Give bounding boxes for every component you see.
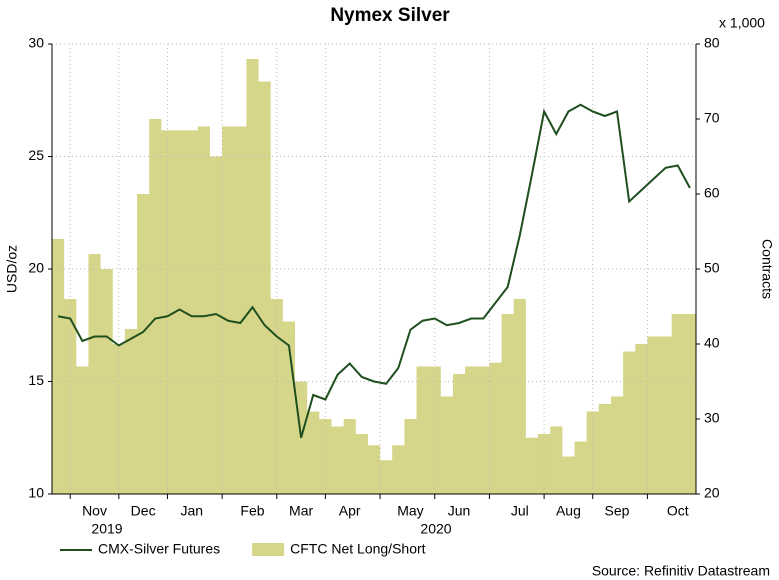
x-tick-label: Nov <box>82 503 107 519</box>
y-tick-label: 10 <box>28 485 44 501</box>
x-tick-label: Sep <box>605 503 630 519</box>
x-tick-label: Aug <box>556 503 581 519</box>
x-tick-label: Feb <box>240 503 264 519</box>
area <box>52 59 696 494</box>
source: Source: Refinitiv Datastream <box>592 563 770 579</box>
x-tick-label: Jul <box>511 503 529 519</box>
y2-tick-label: 40 <box>704 335 720 351</box>
year-label: 2019 <box>91 521 122 537</box>
chart-title: Nymex Silver <box>330 5 450 26</box>
y2-tick-label: 80 <box>704 35 720 51</box>
legend-label: CMX-Silver Futures <box>98 541 220 557</box>
x-tick-label: Dec <box>131 503 156 519</box>
y-tick-label: 30 <box>28 35 44 51</box>
y-tick-label: 15 <box>28 372 44 388</box>
x-tick-label: Jun <box>448 503 471 519</box>
y-axis-label: USD/oz <box>4 245 20 293</box>
x-tick-label: Apr <box>339 503 361 519</box>
legend-swatch <box>252 543 285 556</box>
y2-tick-label: 70 <box>704 110 720 126</box>
x-tick-label: Jan <box>180 503 203 519</box>
x-tick-label: Oct <box>667 503 689 519</box>
legend-label: CFTC Net Long/Short <box>290 541 425 557</box>
x-tick-label: Mar <box>289 503 313 519</box>
y2-unit: x 1,000 <box>719 15 765 31</box>
y2-tick-label: 30 <box>704 410 720 426</box>
line <box>57 103 691 439</box>
y-tick-label: 20 <box>28 260 44 276</box>
y2-tick-label: 50 <box>704 260 720 276</box>
year-label: 2020 <box>420 521 451 537</box>
y-tick-label: 25 <box>28 147 44 163</box>
y2-tick-label: 60 <box>704 185 720 201</box>
y2-tick-label: 20 <box>704 485 720 501</box>
y2-axis-label: Contracts <box>759 239 775 299</box>
x-tick-label: May <box>397 503 423 519</box>
